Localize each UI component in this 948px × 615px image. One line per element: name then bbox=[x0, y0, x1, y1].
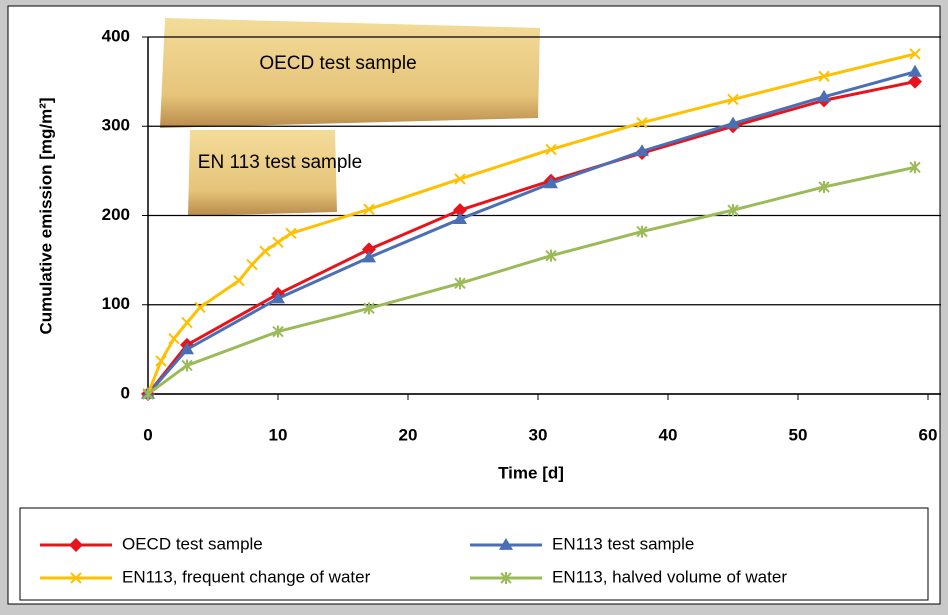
marker bbox=[142, 388, 154, 400]
marker bbox=[908, 64, 922, 77]
y-tick-label: 100 bbox=[102, 294, 130, 313]
legend-marker bbox=[70, 572, 82, 584]
marker bbox=[272, 236, 284, 248]
marker bbox=[454, 277, 466, 290]
legend-marker bbox=[500, 572, 512, 584]
marker bbox=[636, 116, 648, 129]
marker bbox=[545, 249, 557, 262]
annotation: OECD test sample bbox=[259, 53, 416, 74]
marker bbox=[635, 144, 649, 157]
x-tick-label: 30 bbox=[529, 425, 548, 444]
x-tick-label: 20 bbox=[399, 425, 418, 444]
marker bbox=[545, 143, 557, 156]
marker bbox=[194, 301, 206, 314]
annotation: EN 113 test sample bbox=[198, 152, 362, 173]
legend-label: OECD test sample bbox=[122, 534, 263, 553]
marker bbox=[259, 245, 271, 257]
x-tick-label: 60 bbox=[919, 425, 938, 444]
marker bbox=[453, 212, 467, 224]
series-line bbox=[147, 165, 916, 396]
marker bbox=[454, 173, 466, 185]
marker bbox=[726, 116, 740, 129]
legend-label: EN113, halved volume of water bbox=[552, 567, 787, 586]
marker bbox=[285, 227, 297, 240]
legend-label: EN113, frequent change of water bbox=[122, 567, 371, 586]
marker bbox=[181, 359, 193, 372]
marker bbox=[363, 203, 375, 215]
series-line bbox=[146, 70, 916, 395]
x-tick-label: 0 bbox=[143, 425, 152, 444]
x-tick-label: 50 bbox=[789, 425, 808, 444]
marker bbox=[727, 93, 739, 106]
marker bbox=[362, 250, 376, 263]
marker bbox=[168, 332, 180, 345]
legend-box bbox=[19, 507, 929, 601]
marker bbox=[909, 161, 921, 174]
x-tick-label: 40 bbox=[659, 425, 678, 444]
marker bbox=[908, 74, 922, 89]
legend-marker bbox=[499, 538, 513, 550]
marker bbox=[246, 258, 258, 271]
marker bbox=[271, 291, 285, 304]
y-tick-label: 400 bbox=[102, 26, 130, 45]
y-tick-label: 300 bbox=[102, 116, 130, 135]
x-tick-label: 10 bbox=[269, 425, 288, 444]
series-line bbox=[146, 80, 916, 395]
marker bbox=[181, 316, 193, 329]
marker bbox=[272, 325, 284, 338]
y-axis-title: Cumulative emission [mg/m²] bbox=[36, 97, 55, 334]
legend-marker bbox=[69, 538, 83, 552]
en113-sample-photo bbox=[188, 130, 337, 216]
y-tick-label: 0 bbox=[121, 383, 130, 402]
marker bbox=[818, 180, 830, 193]
marker bbox=[909, 48, 921, 60]
y-tick-label: 200 bbox=[102, 205, 130, 224]
marker bbox=[727, 204, 739, 217]
marker bbox=[233, 274, 245, 287]
marker bbox=[155, 355, 167, 367]
marker bbox=[544, 176, 558, 189]
marker bbox=[818, 70, 830, 82]
marker bbox=[363, 302, 375, 315]
x-axis-title: Time [d] bbox=[498, 463, 564, 482]
oecd-sample-photo bbox=[160, 18, 540, 128]
marker bbox=[636, 225, 648, 238]
marker bbox=[453, 203, 467, 218]
marker bbox=[180, 342, 194, 355]
legend-label: EN113 test sample bbox=[552, 534, 694, 553]
marker bbox=[817, 89, 831, 102]
marker bbox=[362, 242, 376, 257]
